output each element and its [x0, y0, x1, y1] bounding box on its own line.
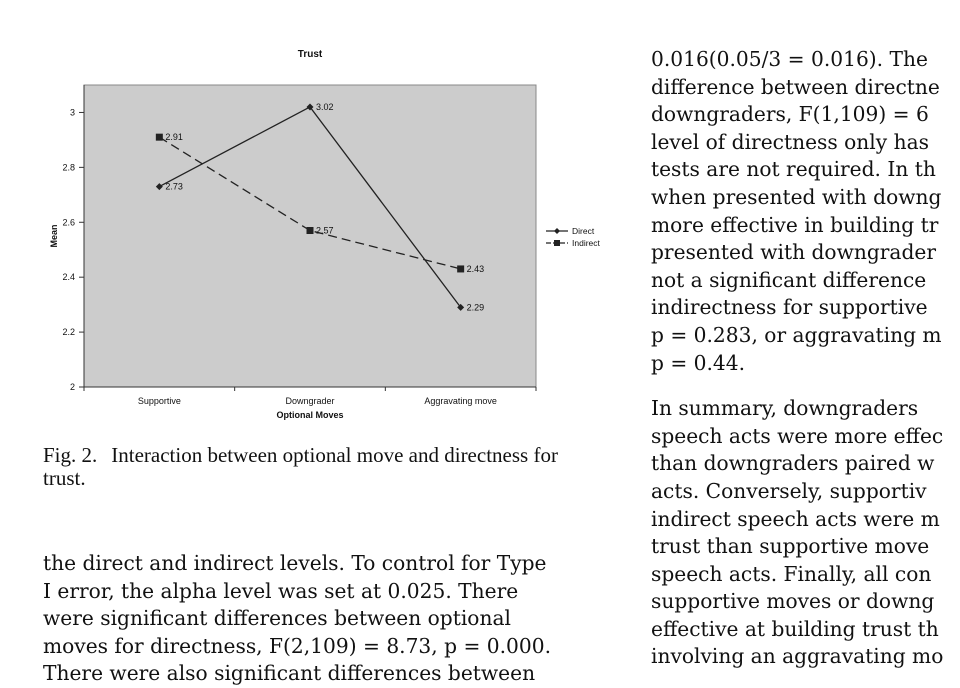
y-tick-label: 2.6: [62, 217, 75, 227]
data-label-indirect: 2.57: [316, 226, 334, 236]
text-line: In summary, downgraders: [651, 396, 919, 421]
figure-caption-label: Fig. 2.: [43, 443, 98, 467]
data-label-direct: 2.29: [467, 302, 485, 312]
y-tick-label: 2.8: [62, 162, 75, 172]
trust-interaction-chart: Trust 2 2.2 2.4 2.6 2.8 3 Supportive Downgrader A…: [40, 40, 620, 430]
text-line: indirect speech acts were m: [651, 506, 940, 531]
data-label-direct: 2.73: [165, 182, 183, 192]
data-point-direct: [457, 303, 465, 311]
text-line: presented with downgrader: [651, 240, 936, 265]
text-line: p = 0.283, or aggravating m: [651, 322, 942, 347]
data-label-direct: 3.02: [316, 102, 334, 112]
data-point-direct: [155, 183, 163, 191]
text-line: effective at building trust th: [651, 616, 939, 641]
text-line: moves for directness, F(2,109) = 8.73, p…: [43, 633, 551, 658]
text-line: not a significant difference: [651, 267, 927, 292]
text-line: level of directness only has: [651, 129, 929, 154]
figure-caption-text: Interaction between optional move and di…: [43, 443, 558, 490]
x-tick-label: Aggravating move: [424, 396, 497, 406]
text-line: speech acts. Finally, all con: [651, 561, 932, 586]
data-point-indirect: [457, 265, 465, 273]
right-paragraph-1: 0.016(0.05/3 = 0.016). The difference be…: [651, 46, 960, 377]
x-tick-label: Downgrader: [285, 396, 334, 406]
text-line: I error, the alpha level was set at 0.02…: [43, 578, 519, 603]
series-line-indirect: [158, 136, 461, 270]
y-tick-label: 2.2: [62, 327, 75, 337]
data-point-indirect: [306, 227, 314, 235]
y-tick-label: 2: [70, 382, 75, 392]
y-tick-label: 3: [70, 107, 75, 117]
x-tick-label: Supportive: [138, 396, 181, 406]
text-line: difference between directne: [651, 74, 940, 99]
text-line: acts. Conversely, supportiv: [651, 478, 927, 503]
text-line: were significant differences between opt…: [43, 606, 511, 631]
data-label-indirect: 2.91: [165, 132, 183, 142]
text-line: involving an aggravating mo: [651, 644, 944, 669]
data-point-direct: [306, 103, 314, 111]
chart-title: Trust: [298, 49, 323, 60]
y-axis-label: Mean: [49, 224, 59, 247]
text-line: There were also significant differences …: [43, 661, 536, 686]
right-column-text: 0.016(0.05/3 = 0.016). The difference be…: [651, 46, 960, 671]
text-line: supportive moves or downg: [651, 589, 935, 614]
text-line: p = 0.44.: [651, 350, 746, 375]
figure-caption: Fig. 2. Interaction between optional move…: [43, 444, 563, 490]
text-line: than downgraders paired w: [651, 451, 935, 476]
text-line: the direct and indirect levels. To contr…: [43, 551, 547, 575]
data-point-indirect: [155, 133, 163, 141]
text-line: speech acts were more effec: [651, 423, 944, 448]
legend-marker-direct: [554, 228, 560, 234]
legend-label-direct: Direct: [572, 226, 595, 236]
chart-svg: Trust 2 2.2 2.4 2.6 2.8 3 Supportive Downgrader A…: [49, 49, 601, 420]
text-line: more effective in building tr: [651, 212, 939, 237]
text-line: tests are not required. In th: [651, 157, 936, 182]
legend-marker-indirect: [554, 240, 560, 246]
text-line: downgraders, F(1,109) = 6: [651, 102, 929, 127]
text-line: when presented with downg: [651, 184, 942, 209]
right-paragraph-2: In summary, downgraders speech acts were…: [651, 395, 960, 671]
data-label-indirect: 2.43: [467, 264, 485, 274]
text-line: trust than supportive move: [651, 534, 930, 559]
left-column-text: the direct and indirect levels. To contr…: [43, 550, 618, 688]
text-line: 0.016(0.05/3 = 0.016). The: [651, 47, 928, 71]
text-line: indirectness for supportive: [651, 295, 928, 320]
x-axis-label: Optional Moves: [276, 410, 343, 420]
y-tick-label: 2.4: [62, 272, 75, 282]
legend-label-indirect: Indirect: [572, 238, 601, 248]
plot-area: [83, 84, 537, 388]
